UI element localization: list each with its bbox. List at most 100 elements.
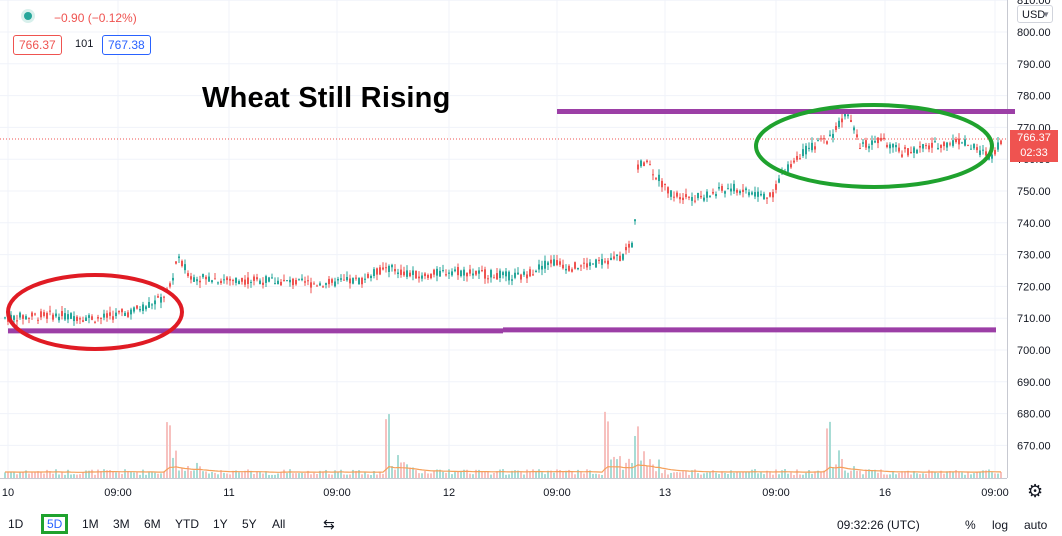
candle-body <box>469 269 471 274</box>
candle-body <box>898 147 900 152</box>
candle-body <box>790 164 792 168</box>
timeframe-5y[interactable]: 5Y <box>242 517 257 531</box>
volume-bar <box>688 474 690 478</box>
candle-body <box>958 138 960 145</box>
go-to-date-icon[interactable]: ⇆ <box>323 516 335 532</box>
candle-body <box>34 313 36 315</box>
timeframe-ytd[interactable]: YTD <box>175 517 199 531</box>
volume-bar <box>265 471 267 478</box>
market-status-icon[interactable] <box>20 8 36 24</box>
volume-bar <box>529 471 531 478</box>
candle-body <box>973 144 975 149</box>
candle-body <box>961 142 963 144</box>
volume-bar <box>610 459 612 478</box>
candle-body <box>22 315 24 319</box>
candle-body <box>643 162 645 167</box>
volume-bar <box>448 469 450 478</box>
volume-bar <box>10 472 12 478</box>
candle-body <box>172 277 174 281</box>
candle-body <box>439 270 441 277</box>
volume-bar <box>514 470 516 478</box>
candle-body <box>700 195 702 198</box>
candle-body <box>652 174 654 176</box>
volume-bar <box>199 466 201 478</box>
candle-body <box>580 265 582 267</box>
bid-price[interactable]: 766.37 <box>13 35 62 55</box>
volume-bar <box>253 473 255 478</box>
candle-body <box>574 262 576 269</box>
volume-bar <box>922 473 924 478</box>
volume-bar <box>184 470 186 478</box>
candle-body <box>463 269 465 276</box>
volume-bar <box>358 470 360 478</box>
timeframe-1m[interactable]: 1M <box>82 517 99 531</box>
timeframe-1y[interactable]: 1Y <box>213 517 228 531</box>
candle-body <box>853 127 855 131</box>
volume-bar <box>958 471 960 478</box>
gear-icon[interactable]: ⚙ <box>1027 481 1044 501</box>
candle-body <box>577 267 579 270</box>
candle-body <box>730 188 732 192</box>
volume-bar <box>229 474 231 478</box>
volume-bar <box>658 459 660 478</box>
volume-bar <box>109 470 111 478</box>
ask-price[interactable]: 767.38 <box>102 35 151 55</box>
percent-scale-toggle[interactable]: % <box>965 518 976 532</box>
candle-body <box>235 277 237 283</box>
price-tick-label: 740.00 <box>1017 218 1051 230</box>
candle-body <box>556 260 558 266</box>
volume-bar <box>655 471 657 478</box>
candle-body <box>58 316 60 321</box>
candle-body <box>514 272 516 278</box>
price-chart[interactable]: 810.00800.00790.00780.00770.00760.00750.… <box>0 0 1062 512</box>
volume-bar <box>205 471 207 478</box>
volume-bar <box>955 470 957 478</box>
volume-bar <box>823 470 825 478</box>
candle-body <box>691 197 693 201</box>
volume-bar <box>463 469 465 478</box>
volume-bar <box>346 474 348 478</box>
candle-body <box>367 273 369 278</box>
timeframe-6m[interactable]: 6M <box>144 517 161 531</box>
timeframe-5d[interactable]: 5D <box>41 514 69 534</box>
volume-bar <box>706 472 708 478</box>
volume-bar <box>982 470 984 478</box>
candle-body <box>148 302 150 308</box>
timeframe-3m[interactable]: 3M <box>113 517 130 531</box>
volume-bar <box>967 472 969 478</box>
currency-selector[interactable]: USD ▼ <box>1017 5 1053 23</box>
volume-bar <box>112 471 114 478</box>
candle-body <box>859 148 861 150</box>
timeframe-all[interactable]: All <box>272 517 286 531</box>
candle-body <box>352 278 354 284</box>
candle-body <box>667 187 669 194</box>
candle-body <box>736 189 738 193</box>
volume-bar <box>763 474 765 478</box>
candle-body <box>634 219 636 222</box>
candle-body <box>256 277 258 280</box>
volume-bar <box>469 473 471 478</box>
timeframe-1d[interactable]: 1D <box>8 517 24 531</box>
volume-bar <box>337 471 339 478</box>
log-scale-toggle[interactable]: log <box>992 518 1009 532</box>
volume-bar <box>280 471 282 478</box>
volume-bar <box>847 472 849 478</box>
auto-scale-toggle[interactable]: auto <box>1024 518 1048 532</box>
candle-body <box>550 259 552 264</box>
volume-bar <box>850 470 852 478</box>
candle-body <box>901 154 903 157</box>
candle-body <box>547 262 549 266</box>
volume-bar <box>673 472 675 478</box>
volume-bar <box>541 472 543 478</box>
volume-bar <box>175 450 177 478</box>
candle-body <box>727 188 729 190</box>
price-tick-label: 690.00 <box>1017 377 1051 389</box>
candle-body <box>937 147 939 150</box>
candle-body <box>301 278 303 281</box>
candle-body <box>43 312 45 316</box>
candle-body <box>976 147 978 151</box>
utc-clock[interactable]: 09:32:26 (UTC) <box>837 518 920 532</box>
candle-body <box>496 273 498 280</box>
volume-bar <box>970 474 972 478</box>
volume-bar <box>799 474 801 478</box>
